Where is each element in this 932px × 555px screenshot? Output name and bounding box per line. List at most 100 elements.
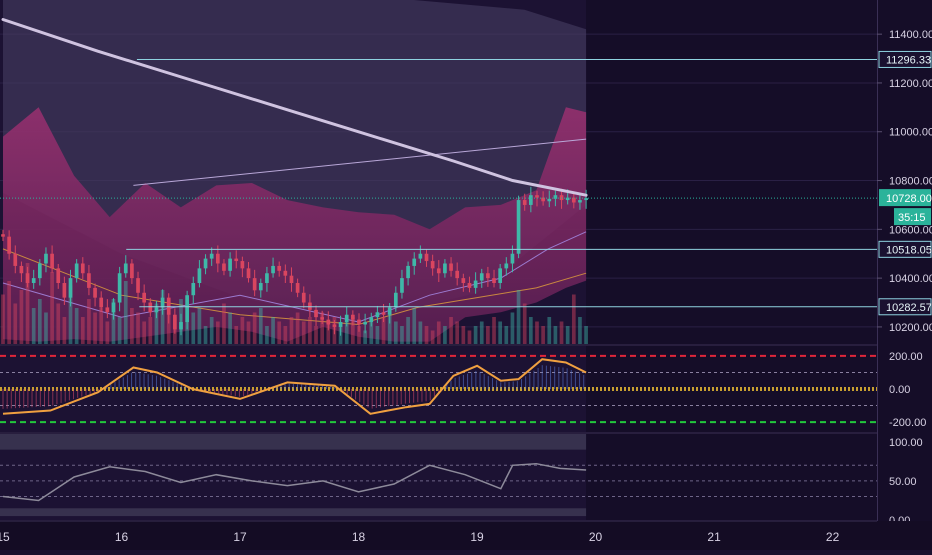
volume-bar	[504, 326, 509, 344]
volume-bar	[25, 263, 30, 344]
candle-body	[541, 197, 545, 202]
volume-bar	[148, 317, 153, 344]
volume-bar	[301, 321, 306, 344]
volume-bar	[111, 299, 116, 344]
volume-bar	[393, 321, 398, 344]
volume-bar	[50, 272, 54, 344]
candle-body	[191, 283, 196, 296]
candle-body	[529, 195, 533, 205]
level-label: 11296.33	[886, 54, 931, 66]
candle-body	[443, 263, 447, 274]
candle-body	[406, 265, 410, 279]
candle-body	[246, 268, 251, 279]
candle-body	[228, 258, 232, 271]
candle-body	[197, 268, 202, 284]
volume-bar	[516, 290, 521, 344]
volume-bar	[62, 317, 67, 344]
volume-bar	[68, 285, 73, 344]
volume-bar	[295, 312, 300, 344]
candle-body	[547, 198, 552, 202]
cci-axis-label: -200.00	[889, 417, 926, 429]
candle-body	[467, 283, 472, 288]
volume-bar	[424, 326, 429, 344]
volume-bar	[571, 294, 576, 344]
candle-body	[393, 292, 398, 308]
volume-bar	[369, 321, 374, 344]
candle-body	[148, 302, 153, 313]
rsi-line	[2, 462, 587, 502]
volume-bar	[559, 321, 564, 344]
candle-body	[277, 265, 282, 271]
volume-bar	[443, 326, 447, 344]
volume-bar	[160, 290, 165, 344]
candle-body	[74, 263, 79, 279]
volume-bar	[271, 317, 275, 344]
volume-bar	[449, 317, 453, 344]
candle-body	[173, 314, 177, 330]
volume-bar	[486, 326, 490, 344]
level-label: 10518.05	[886, 244, 932, 256]
candle-body	[332, 324, 337, 327]
candle-body	[142, 292, 147, 303]
volume-bar	[93, 312, 97, 344]
candle-body	[222, 263, 226, 271]
volume-bar	[19, 290, 24, 344]
candle-body	[56, 268, 61, 284]
time-axis-background	[0, 521, 932, 550]
volume-bar	[400, 326, 404, 344]
candle-body	[283, 270, 288, 276]
candle-body	[320, 317, 325, 320]
volume-bar	[529, 317, 533, 344]
candle-body	[479, 273, 484, 281]
long-ma-line	[1, 18, 588, 197]
volume-bar	[387, 312, 392, 344]
candle-body	[314, 309, 318, 318]
volume-bar	[461, 326, 466, 344]
volume-bar	[283, 326, 288, 344]
price-axis-label: 11200.00	[889, 78, 932, 90]
rsi-axis-label: 50.00	[889, 476, 917, 488]
slow-ma-line	[133, 138, 587, 186]
candle-body	[117, 273, 122, 303]
candle-body	[1, 234, 5, 237]
candle-body	[516, 200, 521, 254]
volume-bar	[215, 321, 220, 344]
volume-bar	[203, 326, 208, 344]
candle-body	[301, 292, 306, 303]
cci-panel	[0, 354, 877, 424]
candle-body	[44, 253, 48, 264]
price-axis-label: 10400.00	[889, 273, 932, 285]
volume-bar	[1, 294, 5, 344]
volume-bar	[547, 317, 552, 344]
volume-bar	[80, 317, 85, 344]
candle-body	[381, 312, 386, 315]
price-axis-label: 10800.00	[889, 176, 932, 188]
current-price-box	[879, 189, 931, 207]
volume-bar	[191, 312, 196, 344]
candle-body	[400, 278, 404, 293]
volume-bar	[234, 326, 239, 344]
candle-body	[455, 270, 460, 279]
time-axis-label: 19	[470, 530, 484, 544]
candle-body	[179, 322, 183, 330]
candle-body	[295, 283, 300, 293]
candle-body	[553, 195, 558, 199]
volume-bar	[7, 281, 11, 344]
volume-bar	[578, 317, 582, 344]
candle-body	[418, 253, 423, 259]
volume-bar	[99, 308, 104, 344]
candle-body	[80, 263, 85, 274]
volume-bar	[142, 321, 147, 344]
volume-bar	[166, 312, 171, 344]
candle-body	[111, 302, 116, 313]
candle-body	[265, 273, 269, 284]
candle-body	[215, 253, 220, 264]
level-label-box	[878, 50, 932, 68]
time-axis-label: 20	[589, 530, 603, 544]
volume-bar	[479, 321, 484, 344]
rsi-axis-label: 100.00	[889, 437, 923, 449]
candle-body	[105, 307, 110, 313]
price-panel	[0, 0, 877, 344]
